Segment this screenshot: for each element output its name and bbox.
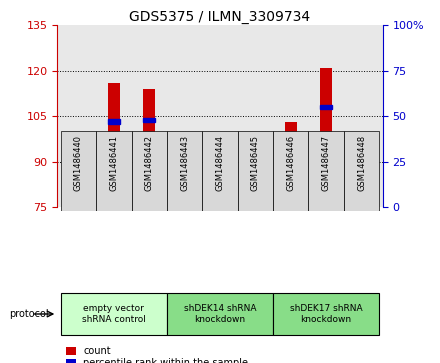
Text: GSM1486448: GSM1486448 bbox=[357, 135, 366, 191]
Text: shDEK14 shRNA
knockdown: shDEK14 shRNA knockdown bbox=[184, 304, 256, 324]
Bar bbox=[214, 168, 226, 207]
Bar bbox=[202, 131, 238, 211]
Bar bbox=[249, 171, 262, 207]
Bar bbox=[273, 293, 379, 335]
Bar bbox=[72, 168, 84, 207]
Bar bbox=[344, 131, 379, 211]
Bar bbox=[132, 131, 167, 211]
Bar bbox=[61, 131, 96, 211]
Text: GSM1486443: GSM1486443 bbox=[180, 135, 189, 191]
Title: GDS5375 / ILMN_3309734: GDS5375 / ILMN_3309734 bbox=[129, 11, 311, 24]
Bar bbox=[285, 161, 297, 166]
Bar bbox=[356, 192, 368, 196]
Bar bbox=[273, 131, 308, 211]
Text: GSM1486444: GSM1486444 bbox=[216, 135, 224, 191]
Text: GSM1486440: GSM1486440 bbox=[74, 135, 83, 191]
Bar bbox=[167, 131, 202, 211]
Text: GSM1486441: GSM1486441 bbox=[109, 135, 118, 191]
Text: GSM1486447: GSM1486447 bbox=[322, 135, 331, 191]
Bar bbox=[72, 201, 84, 205]
Bar bbox=[108, 83, 120, 207]
Bar bbox=[61, 293, 167, 335]
Bar bbox=[238, 131, 273, 211]
Bar bbox=[96, 131, 132, 211]
Bar bbox=[249, 196, 262, 200]
Bar bbox=[214, 192, 226, 196]
Bar bbox=[178, 165, 191, 169]
Bar bbox=[356, 168, 368, 207]
Text: shDEK17 shRNA
knockdown: shDEK17 shRNA knockdown bbox=[290, 304, 363, 324]
Text: empty vector
shRNA control: empty vector shRNA control bbox=[82, 304, 146, 324]
Bar bbox=[285, 122, 297, 207]
Bar bbox=[308, 131, 344, 211]
Bar bbox=[167, 293, 273, 335]
Bar bbox=[108, 119, 120, 124]
Bar bbox=[143, 118, 155, 122]
Bar bbox=[320, 105, 332, 109]
Bar bbox=[143, 89, 155, 207]
Text: GSM1486442: GSM1486442 bbox=[145, 135, 154, 191]
Legend: count, percentile rank within the sample: count, percentile rank within the sample bbox=[62, 342, 252, 363]
Bar bbox=[178, 152, 191, 207]
Text: GSM1486446: GSM1486446 bbox=[286, 135, 295, 191]
Bar bbox=[320, 68, 332, 207]
Text: GSM1486445: GSM1486445 bbox=[251, 135, 260, 191]
Text: protocol: protocol bbox=[9, 309, 48, 319]
